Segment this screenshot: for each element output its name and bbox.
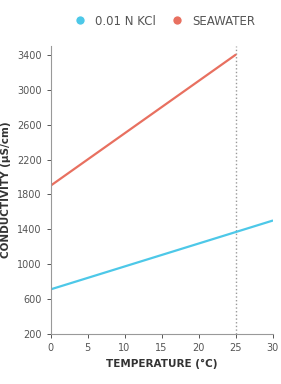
Legend: 0.01 N KCl, SEAWATER: 0.01 N KCl, SEAWATER <box>68 15 255 28</box>
Y-axis label: CONDUCTIVITY (μS/cm): CONDUCTIVITY (μS/cm) <box>1 122 11 258</box>
X-axis label: TEMPERATURE (°C): TEMPERATURE (°C) <box>106 359 217 369</box>
